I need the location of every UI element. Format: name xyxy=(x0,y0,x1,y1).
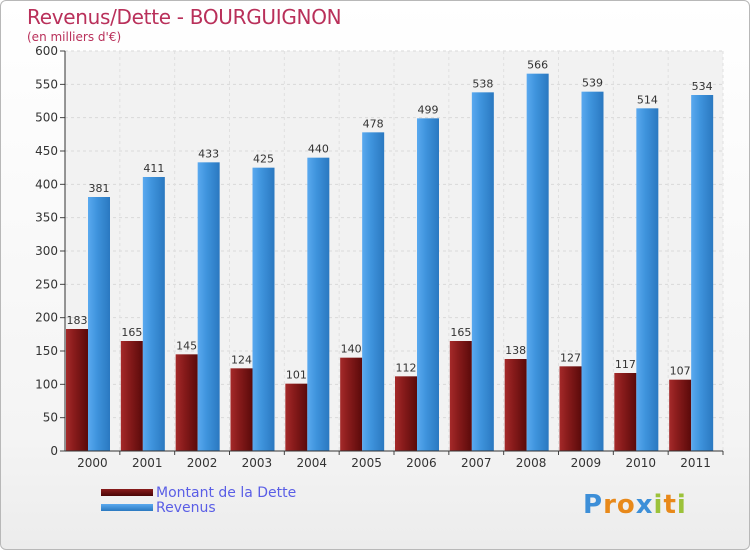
label-dette-2000: 183 xyxy=(67,314,88,327)
label-dette-2006: 112 xyxy=(396,361,417,374)
y-tick-label: 50 xyxy=(43,411,58,425)
x-tick-label-2004: 2004 xyxy=(296,456,327,470)
label-dette-2003: 124 xyxy=(231,353,252,366)
x-tick-label-2007: 2007 xyxy=(461,456,492,470)
x-tick-label-2010: 2010 xyxy=(625,456,656,470)
label-dette-2007: 165 xyxy=(450,326,471,339)
bar-dette-2001 xyxy=(120,341,143,451)
y-tick-label: 0 xyxy=(50,444,58,458)
label-dette-2008: 138 xyxy=(505,344,526,357)
bar-revenus-2011 xyxy=(691,95,714,451)
x-tick-label-2005: 2005 xyxy=(351,456,382,470)
label-dette-2002: 145 xyxy=(176,339,197,352)
bar-revenus-2003 xyxy=(252,167,275,451)
label-revenus-2005: 478 xyxy=(363,117,384,130)
label-dette-2005: 140 xyxy=(341,343,362,356)
label-revenus-2001: 411 xyxy=(143,162,164,175)
label-dette-2009: 127 xyxy=(560,351,581,364)
label-dette-2010: 117 xyxy=(615,358,636,371)
bar-dette-2009 xyxy=(559,366,582,451)
y-tick-label: 100 xyxy=(35,377,58,391)
bar-dette-2008 xyxy=(504,359,527,451)
y-tick-label: 300 xyxy=(35,244,58,258)
bar-dette-2002 xyxy=(175,354,198,451)
x-tick-label-2009: 2009 xyxy=(571,456,602,470)
bar-dette-2004 xyxy=(285,383,308,451)
bar-revenus-2000 xyxy=(88,197,110,451)
x-tick-label-2011: 2011 xyxy=(680,456,711,470)
label-revenus-2011: 534 xyxy=(692,80,713,93)
y-tick-label: 200 xyxy=(35,311,58,325)
proxiti-logo: Proxiti xyxy=(583,490,687,520)
y-tick-label: 400 xyxy=(35,177,58,191)
bar-revenus-2010 xyxy=(636,108,659,451)
bar-revenus-2007 xyxy=(471,92,494,451)
legend-swatch-revenus xyxy=(101,504,153,511)
label-revenus-2010: 514 xyxy=(637,93,658,106)
bar-revenus-2004 xyxy=(307,157,330,451)
x-tick-label-2000: 2000 xyxy=(77,456,108,470)
label-dette-2004: 101 xyxy=(286,369,307,382)
bar-revenus-2005 xyxy=(362,132,385,452)
chart-title: Revenus/Dette - BOURGUIGNON xyxy=(27,5,342,29)
y-tick-label: 350 xyxy=(35,211,58,225)
legend-label-dette: Montant de la Dette xyxy=(156,485,297,501)
label-revenus-2000: 381 xyxy=(89,182,110,195)
grid xyxy=(64,50,724,452)
y-tick-label: 500 xyxy=(35,111,58,125)
bar-dette-2006 xyxy=(395,376,417,451)
axes: 0 50 100 150 200 250 300 350 400 450 500 550 600 2000… xyxy=(35,44,724,470)
label-revenus-2006: 499 xyxy=(418,103,439,116)
x-tick-label-2006: 2006 xyxy=(406,456,437,470)
label-revenus-2008: 566 xyxy=(527,59,548,72)
label-revenus-2003: 425 xyxy=(253,153,274,166)
bar-dette-2005 xyxy=(340,357,363,451)
y-tick-label: 450 xyxy=(35,144,58,158)
bar-dette-2011 xyxy=(669,379,692,451)
bar-dette-2000 xyxy=(66,329,88,451)
y-tick-label: 150 xyxy=(35,344,58,358)
label-dette-2011: 107 xyxy=(670,365,691,378)
label-revenus-2007: 538 xyxy=(472,77,493,90)
bar-revenus-2008 xyxy=(526,73,549,452)
bar-dette-2003 xyxy=(230,368,253,451)
label-revenus-2009: 539 xyxy=(582,77,603,90)
label-dette-2001: 165 xyxy=(121,326,142,339)
x-tick-label-2008: 2008 xyxy=(516,456,547,470)
x-tick-label-2003: 2003 xyxy=(242,456,273,470)
x-tick-label-2002: 2002 xyxy=(187,456,218,470)
chart-subtitle: (en milliers d'€) xyxy=(27,30,122,44)
bar-dette-2007 xyxy=(449,341,472,451)
legend-swatch-dette xyxy=(101,489,153,496)
bar-revenus-2006 xyxy=(417,118,439,451)
bars: 183 381 165 411 145 433 124 425 101 440 140 478 112 4… xyxy=(66,59,714,452)
bar-revenus-2001 xyxy=(142,177,165,451)
bar-revenus-2002 xyxy=(197,162,220,452)
bar-dette-2010 xyxy=(614,373,637,451)
label-revenus-2004: 440 xyxy=(308,143,329,156)
x-tick-label-2001: 2001 xyxy=(132,456,163,470)
y-tick-label: 250 xyxy=(35,277,58,291)
y-tick-label: 550 xyxy=(35,77,58,91)
legend-label-revenus: Revenus xyxy=(156,500,216,516)
label-revenus-2002: 433 xyxy=(198,147,219,160)
bar-revenus-2009 xyxy=(581,91,604,452)
y-tick-label: 600 xyxy=(35,44,58,58)
